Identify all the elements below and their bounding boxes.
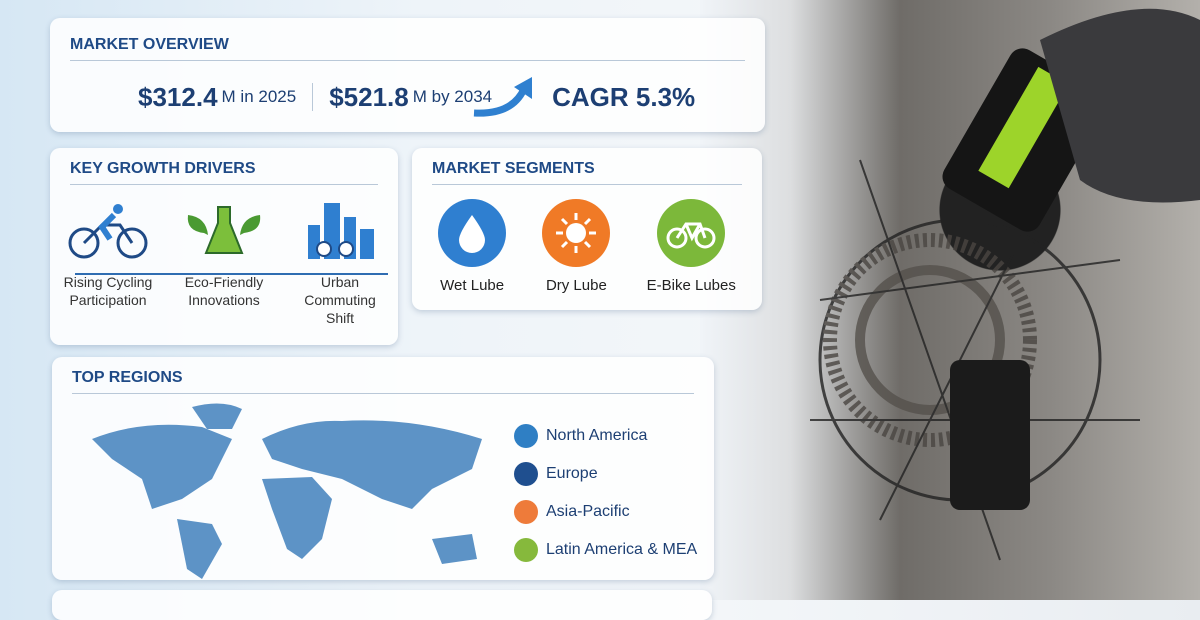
- cyclist-icon: [68, 204, 148, 259]
- top-regions-card: TOP REGIONS North America Europe Asia-Pa…: [52, 357, 714, 580]
- driver-item: Eco-Friendly Innovations: [174, 203, 274, 327]
- north-america-icon: [514, 424, 538, 448]
- eu-flag-icon: [514, 462, 538, 486]
- city-bike-icon: [308, 203, 374, 259]
- region-asia-pacific: Asia-Pacific: [514, 493, 697, 531]
- bike-chain-lubrication-photo: [700, 0, 1200, 600]
- bicycle-icon: [657, 199, 726, 267]
- driver-label: Rising Cycling Participation: [63, 274, 153, 308]
- bottom-card: [52, 590, 712, 620]
- region-label: Latin America & MEA: [546, 541, 698, 558]
- cagr-value: CAGR 5.3%: [552, 81, 696, 112]
- growth-arrow-icon: [473, 77, 533, 117]
- driver-label: Eco-Friendly Innovations: [184, 274, 264, 308]
- segments-title: MARKET SEGMENTS: [432, 160, 742, 185]
- segment-label: E-Bike Lubes: [646, 277, 736, 294]
- driver-item: Rising Cycling Participation: [58, 203, 158, 327]
- region-europe: Europe: [514, 455, 697, 493]
- segment-label: Dry Lube: [545, 277, 607, 294]
- region-label: Europe: [546, 465, 598, 482]
- regions-title: TOP REGIONS: [72, 369, 694, 394]
- segment-wet-lube: Wet Lube: [438, 199, 507, 294]
- driver-item: Urban Commuting Shift: [290, 203, 390, 327]
- unit-2034: M by 2034: [412, 87, 493, 106]
- key-growth-drivers-card: KEY GROWTH DRIVERS Rising Cycling Partic…: [50, 148, 398, 345]
- drivers-title: KEY GROWTH DRIVERS: [70, 160, 378, 185]
- phone-icon: [514, 538, 538, 562]
- value-2025: $312.4: [138, 81, 218, 112]
- market-overview-card: MARKET OVERVIEW $312.4 M in 2025 $521.8 M …: [50, 18, 765, 132]
- water-drop-icon: [438, 199, 507, 267]
- market-overview-title: MARKET OVERVIEW: [70, 36, 745, 61]
- region-label: Asia-Pacific: [546, 503, 630, 520]
- segment-label: Wet Lube: [440, 277, 505, 294]
- sun-icon: [542, 199, 611, 267]
- market-segments-card: MARKET SEGMENTS Wet Lube Dry Lube E-Bike…: [412, 148, 762, 310]
- value-2034: $521.8: [329, 81, 409, 112]
- segment-dry-lube: Dry Lube: [542, 199, 611, 294]
- world-map: [92, 403, 482, 579]
- driver-label: Urban Commuting Shift: [304, 274, 376, 326]
- region-label: North America: [546, 427, 648, 444]
- heart-icon: [514, 500, 538, 524]
- segment-e-bike-lubes: E-Bike Lubes: [647, 199, 736, 294]
- eco-flask-icon: [187, 206, 261, 254]
- drivers-baseline: [75, 273, 388, 275]
- unit-2025: M in 2025: [221, 87, 297, 106]
- region-north-america: North America: [514, 417, 697, 455]
- region-latin-america-mea: Latin America & MEA: [514, 531, 697, 569]
- divider: [312, 83, 314, 111]
